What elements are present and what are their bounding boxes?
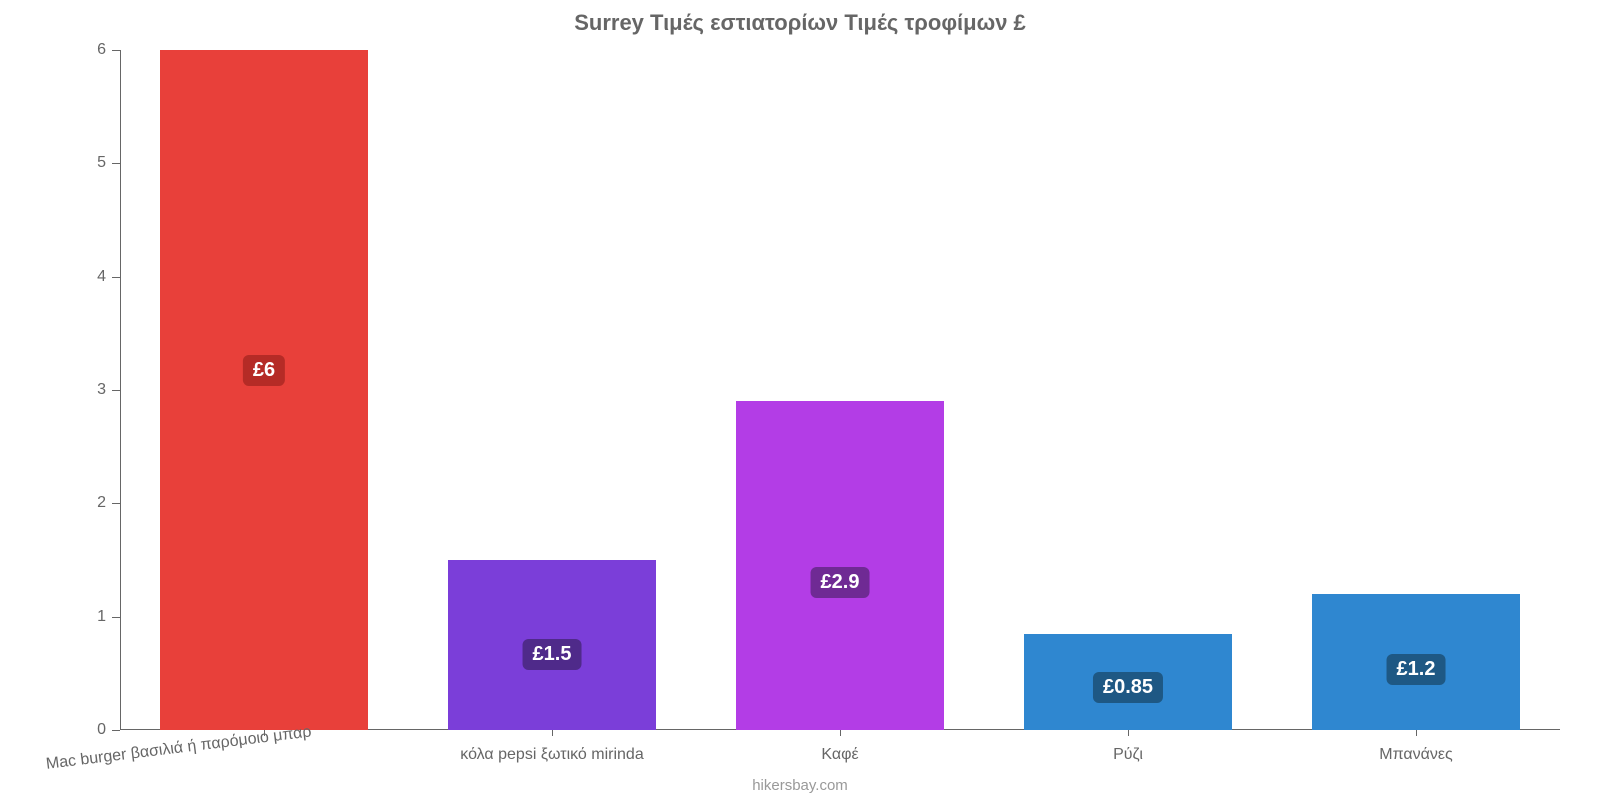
y-tick-label: 5 [97,154,106,172]
x-tick-label: Ρύζι [1113,746,1143,764]
bar-value-label: £1.5 [523,639,582,670]
price-chart: Surrey Τιμές εστιατορίων Τιμές τροφίμων … [0,0,1600,800]
bar: £1.2 [1312,594,1519,730]
bar: £6 [160,50,367,730]
y-tick [112,617,120,618]
bar-value-label: £6 [243,355,285,386]
x-tick-label: Mac burger βασιλιά ή παρόμοιο μπαρ [45,723,313,773]
y-tick [112,277,120,278]
x-tick [1416,730,1417,736]
y-tick-label: 4 [97,268,106,286]
y-tick-label: 3 [97,381,106,399]
bar: £0.85 [1024,634,1231,730]
chart-footer: hikersbay.com [0,777,1600,794]
y-tick [112,730,120,731]
y-tick-label: 6 [97,41,106,59]
x-tick [1128,730,1129,736]
x-tick-label: Μπανάνες [1379,746,1452,764]
y-tick-label: 1 [97,608,106,626]
y-tick [112,50,120,51]
y-tick [112,503,120,504]
y-tick-label: 2 [97,494,106,512]
y-tick [112,390,120,391]
x-tick [552,730,553,736]
plot-area: 0123456 £6£1.5£2.9£0.85£1.2 Mac burger β… [120,50,1560,730]
bar-value-label: £1.2 [1387,654,1446,685]
bar: £1.5 [448,560,655,730]
bar-value-label: £0.85 [1093,672,1163,703]
y-tick [112,163,120,164]
x-tick [840,730,841,736]
bars-layer: £6 £1.5 £2.9 £0.85 £1.2 [120,50,1560,730]
bar-value-label: £2.9 [811,567,870,598]
bar: £2.9 [736,401,943,730]
chart-title: Surrey Τιμές εστιατορίων Τιμές τροφίμων … [0,10,1600,36]
y-tick-label: 0 [97,721,106,739]
x-tick-label: κόλα pepsi ξωτικό mirinda [460,746,643,764]
x-tick-label: Καφέ [821,746,858,764]
